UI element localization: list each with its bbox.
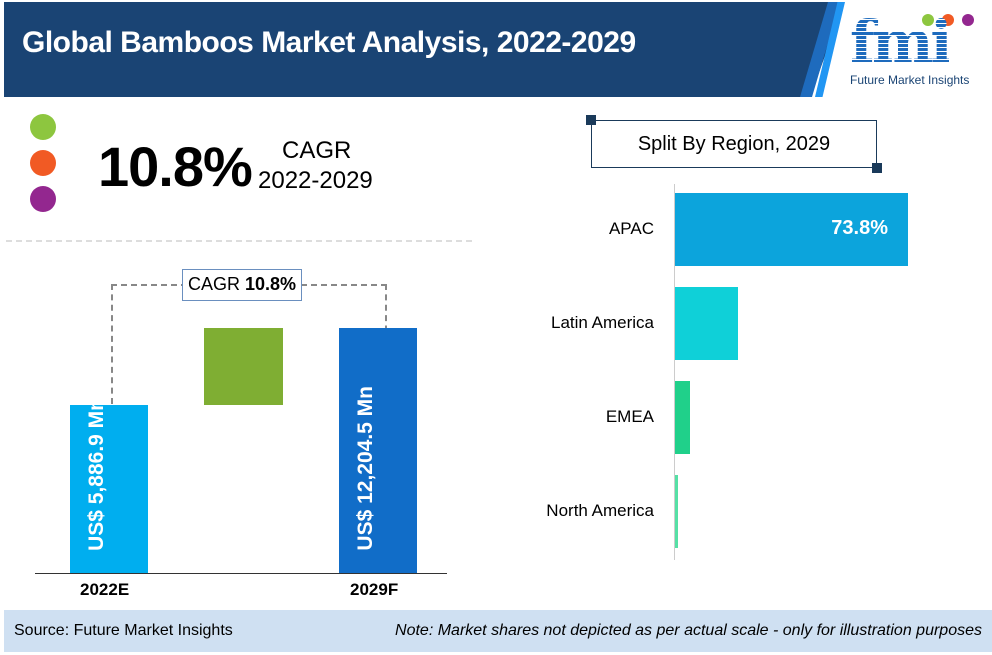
x-tick-2022E: 2022E (80, 580, 130, 599)
bar-label-2029F: US$ 12,204.5 Mn (354, 386, 377, 551)
logo-dot (942, 14, 954, 26)
divider (6, 240, 472, 242)
cagr-value: 10.8% (98, 135, 253, 198)
logo-mark: fmi (850, 8, 952, 76)
logo-dot (962, 14, 974, 26)
cagr-annotation-value: 10.8% (244, 274, 297, 294)
corner-marker (872, 163, 882, 173)
region-bar-value: 73.8% (831, 217, 888, 239)
corner-marker (586, 115, 596, 125)
cagr-label: CAGR (282, 137, 352, 164)
bar-2022E: US$ 5,886.9 Mn (70, 398, 148, 573)
bar-2029F: US$ 12,204.5 Mn (339, 328, 417, 573)
region-label: EMEA (605, 407, 654, 426)
header-banner (4, 2, 844, 97)
region-label: Latin America (551, 313, 654, 332)
y-axis (674, 184, 675, 560)
growth-block (204, 328, 283, 405)
x-axis (35, 573, 447, 574)
fmi-logo: fmi Future Market Insights (850, 10, 980, 90)
region-bar-north-america (675, 475, 679, 548)
header: Global Bamboos Market Analysis, 2022-202… (0, 0, 992, 97)
bar-label-2022E: US$ 5,886.9 Mn (85, 398, 108, 551)
x-tick-2029F: 2029F (350, 580, 399, 599)
region-bar-apac: 73.8% (675, 193, 908, 266)
logo-dot (922, 14, 934, 26)
cagr-annotation-label: CAGR (187, 274, 240, 294)
region-chart-title: Split By Region, 2029 (591, 120, 877, 168)
region-label: APAC (608, 219, 654, 238)
region-label: North America (546, 501, 654, 520)
cagr-period: 2022-2029 (258, 167, 373, 194)
logo-company: Future Market Insights (850, 73, 970, 87)
region-bar-emea (675, 381, 690, 454)
note-text: Note: Market shares not depicted as per … (395, 622, 982, 639)
source-text: Source: Future Market Insights (14, 622, 233, 639)
region-bar-latin-america (675, 287, 739, 360)
cagr-annotation: CAGR 10.8% (182, 269, 302, 301)
green-dot (30, 114, 56, 140)
purple-dot (30, 186, 56, 212)
footer: Source: Future Market Insights Note: Mar… (4, 610, 992, 652)
orange-dot (30, 150, 56, 176)
page-title: Global Bamboos Market Analysis, 2022-202… (22, 26, 636, 59)
